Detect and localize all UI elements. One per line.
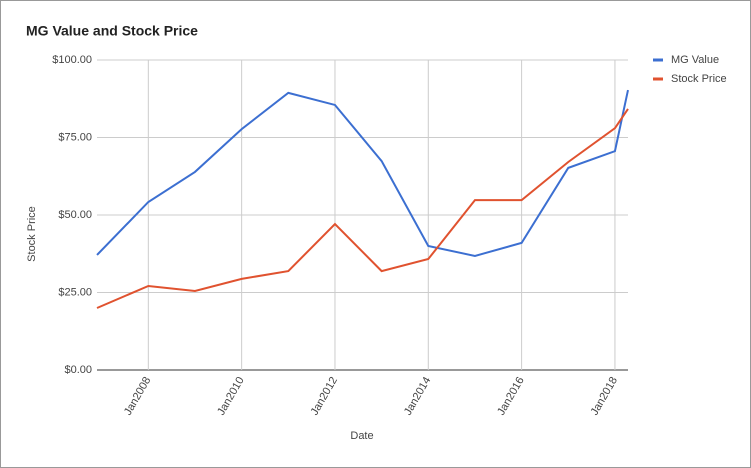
line-series xyxy=(96,108,629,309)
legend-label: MG Value xyxy=(671,54,719,66)
y-tick-label: $50.00 xyxy=(58,209,92,221)
chart-title: MG Value and Stock Price xyxy=(26,23,198,39)
y-tick-label: $0.00 xyxy=(64,364,92,376)
y-tick-label: $100.00 xyxy=(52,54,92,66)
x-axis-title: Date xyxy=(350,430,373,442)
legend-label: Stock Price xyxy=(671,73,727,85)
y-axis-title: Stock Price xyxy=(26,206,38,262)
line-series xyxy=(96,89,629,257)
y-tick-label: $75.00 xyxy=(58,131,92,143)
y-tick-label: $25.00 xyxy=(58,286,92,298)
